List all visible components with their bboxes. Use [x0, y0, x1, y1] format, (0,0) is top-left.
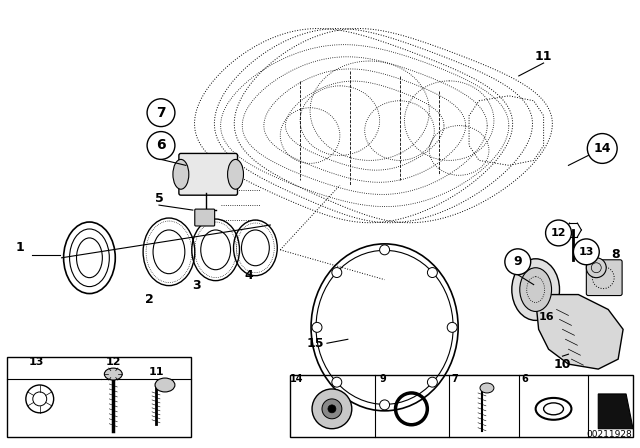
Polygon shape	[537, 294, 623, 369]
Text: 6: 6	[522, 374, 528, 384]
Circle shape	[505, 249, 531, 275]
Text: 11: 11	[535, 50, 552, 63]
Circle shape	[332, 267, 342, 277]
Text: 5: 5	[155, 192, 163, 205]
Text: 13: 13	[579, 247, 594, 257]
Text: 16: 16	[539, 312, 554, 323]
Text: 14: 14	[593, 142, 611, 155]
Text: 14: 14	[291, 374, 304, 384]
Text: 3: 3	[193, 279, 201, 292]
Text: 15: 15	[307, 337, 324, 350]
Circle shape	[147, 132, 175, 159]
Text: 12: 12	[106, 357, 121, 367]
Ellipse shape	[104, 368, 122, 380]
Ellipse shape	[228, 159, 243, 189]
Circle shape	[328, 405, 336, 413]
Ellipse shape	[173, 159, 189, 189]
Circle shape	[312, 389, 352, 429]
Circle shape	[428, 267, 437, 277]
Circle shape	[588, 134, 617, 164]
Text: 6: 6	[156, 138, 166, 152]
Circle shape	[380, 245, 390, 255]
Text: 2: 2	[145, 293, 154, 306]
Text: 10: 10	[554, 358, 572, 370]
Circle shape	[428, 377, 437, 387]
Ellipse shape	[480, 383, 494, 393]
Circle shape	[147, 99, 175, 127]
Text: 7: 7	[156, 106, 166, 120]
Circle shape	[447, 323, 457, 332]
Text: 11: 11	[148, 367, 164, 377]
Text: 8: 8	[611, 248, 620, 261]
Text: 00211928: 00211928	[586, 430, 632, 439]
Text: 9: 9	[513, 255, 522, 268]
Ellipse shape	[512, 259, 559, 320]
Text: 1: 1	[15, 241, 24, 254]
Text: 13: 13	[29, 357, 44, 367]
Text: 12: 12	[551, 228, 566, 238]
Text: 7: 7	[452, 374, 458, 384]
Circle shape	[573, 239, 599, 265]
Circle shape	[545, 220, 572, 246]
Ellipse shape	[155, 378, 175, 392]
Circle shape	[380, 400, 390, 410]
FancyBboxPatch shape	[179, 154, 237, 195]
Ellipse shape	[520, 268, 552, 311]
Circle shape	[312, 323, 322, 332]
Circle shape	[332, 377, 342, 387]
FancyBboxPatch shape	[586, 260, 622, 296]
Text: 4: 4	[244, 269, 253, 282]
Polygon shape	[598, 394, 633, 429]
Text: 9: 9	[380, 374, 386, 384]
FancyBboxPatch shape	[195, 209, 214, 226]
Circle shape	[322, 399, 342, 419]
Circle shape	[586, 258, 606, 278]
Bar	[7, 357, 191, 437]
Bar	[290, 375, 633, 437]
